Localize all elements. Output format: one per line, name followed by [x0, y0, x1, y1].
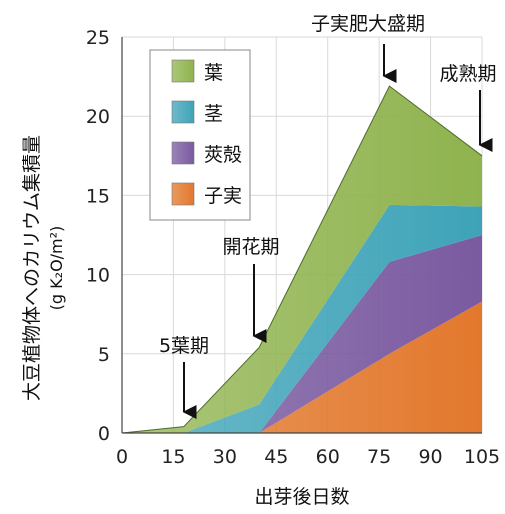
area-子実: [122, 301, 482, 433]
annotation-label: 成熟期: [439, 63, 496, 85]
total-outline: [121, 85, 483, 434]
area-葉: [122, 86, 482, 433]
area-莢殻: [122, 235, 482, 433]
y-tick-label: 5: [98, 344, 110, 366]
x-tick-label: 90: [418, 446, 442, 468]
y-tick-label: 0: [98, 423, 110, 445]
area-series: [121, 85, 483, 434]
y-axis-title: 大豆植物体へのカリウム集積量: [21, 135, 43, 401]
legend-label: 莢殻: [204, 144, 242, 166]
x-tick-label: 30: [213, 446, 237, 468]
annotation-label: 開花期: [222, 236, 279, 258]
legend-label: 子実: [204, 185, 242, 207]
legend-swatch: [171, 141, 195, 165]
y-tick-label: 10: [86, 265, 110, 287]
x-tick-label: 0: [116, 446, 128, 468]
y-tick-label: 20: [86, 106, 110, 128]
y-tick-label: 25: [86, 27, 110, 49]
legend-swatch: [171, 59, 195, 83]
tick-labels: 0 15 30 45 60 75 90 105 0 5 10 15 20 25: [86, 27, 500, 468]
x-tick-label: 60: [316, 446, 340, 468]
legend-label: 茎: [204, 103, 223, 125]
annotation-label: 子実肥大盛期: [311, 13, 425, 35]
area-茎: [122, 204, 482, 433]
y-tick-label: 15: [86, 185, 110, 207]
axes: [121, 37, 482, 434]
x-axis-title: 出芽後日数: [254, 486, 349, 508]
y-axis-unit: (g K₂O/m²): [47, 226, 66, 311]
x-tick-label: 105: [464, 446, 500, 468]
annotation-label: 5葉期: [159, 335, 209, 357]
x-tick-label: 75: [367, 446, 391, 468]
legend-label: 葉: [204, 62, 223, 84]
legend-swatch: [171, 100, 195, 124]
x-tick-label: 15: [161, 446, 185, 468]
x-tick-label: 45: [264, 446, 288, 468]
legend-swatch: [171, 182, 195, 206]
legend-box: [149, 49, 251, 221]
